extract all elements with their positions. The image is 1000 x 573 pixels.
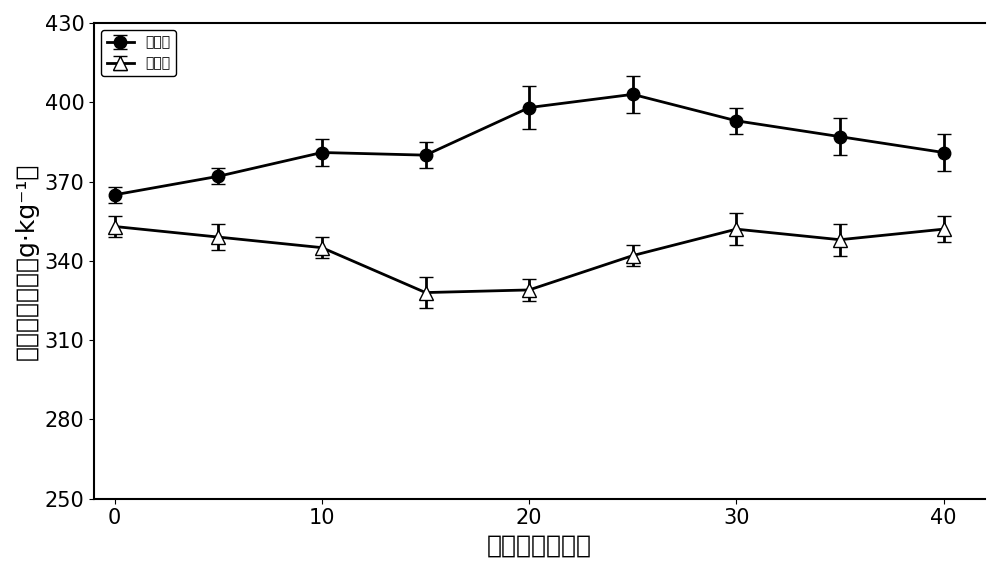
Y-axis label: 总腐櫜酸含量（g·kg⁻¹）: 总腐櫜酸含量（g·kg⁻¹） (15, 162, 39, 359)
X-axis label: 堆肥时间（天）: 堆肥时间（天） (487, 534, 592, 558)
Legend: 实验组, 对照组: 实验组, 对照组 (101, 30, 176, 76)
